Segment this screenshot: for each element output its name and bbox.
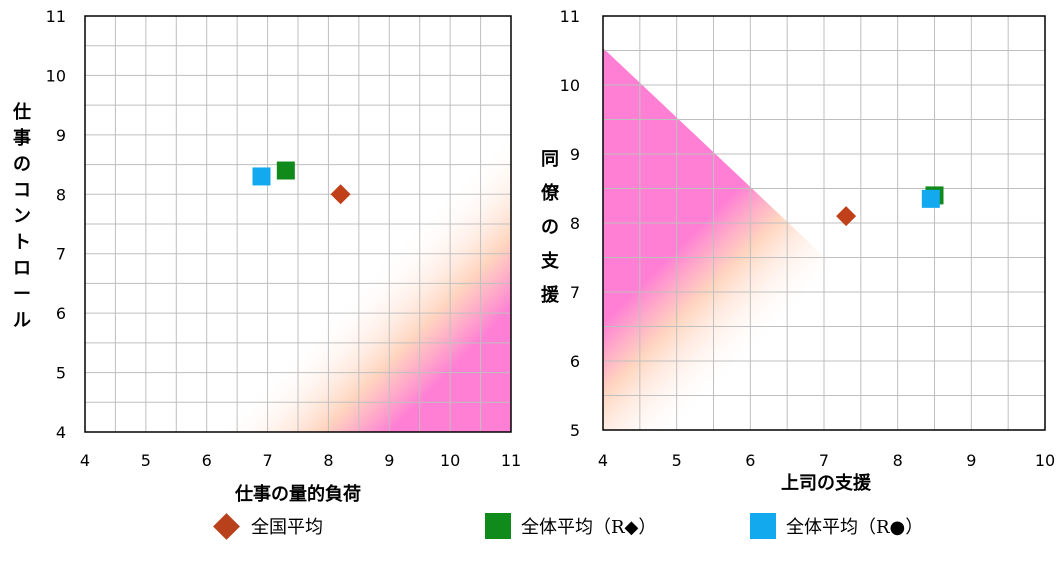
marks-left (252, 161, 351, 205)
x-tick-label: 8 (893, 451, 903, 470)
legend-label-overall-r-diamond: 全体平均（R◆） (521, 517, 657, 538)
y-tick-label: 6 (570, 352, 580, 371)
x-tick-label: 10 (440, 451, 460, 470)
y-tick-label: 7 (570, 283, 580, 302)
y-axis-title-char: 仕 (12, 101, 31, 123)
x-tick-label: 10 (1035, 451, 1055, 470)
y-tick-label: 9 (56, 126, 66, 145)
y-tick-label: 7 (56, 245, 66, 264)
legend-item-overall-r-circle: 全体平均（R●） (750, 508, 923, 544)
y-axis-title-char: の (13, 154, 31, 175)
marks-right (836, 186, 944, 227)
x-axis-title-right: 上司の支援 (781, 472, 872, 494)
diamond-icon (213, 512, 240, 540)
risk-area-right (603, 48, 1008, 430)
y-tick-label: 5 (570, 421, 580, 440)
plot-frame-left (84, 15, 512, 433)
y-axis-title-char: 支 (540, 250, 560, 272)
grid-left (84, 15, 512, 433)
y-tick-label: 4 (56, 423, 66, 442)
legend: 全国平均 全体平均（R◆） 全体平均（R●） (0, 508, 1060, 548)
legend-label-national: 全国平均 (251, 517, 323, 538)
x-tick-label: 4 (80, 451, 90, 470)
x-tick-label: 4 (598, 451, 608, 470)
x-tick-label: 6 (202, 451, 212, 470)
y-tick-label: 8 (56, 185, 66, 204)
data-point-national (330, 184, 351, 205)
x-tick-label: 11 (501, 451, 521, 470)
y-axis-title-char: ル (13, 310, 31, 331)
y-tick-label: 5 (56, 364, 66, 383)
data-point-overall-r-circle (252, 167, 271, 186)
blue-square-icon (750, 513, 776, 539)
y-axis-title-char: 援 (541, 284, 560, 306)
y-tick-label: 11 (46, 7, 66, 26)
plot-frame-right (602, 15, 1046, 431)
risk-area-left (115, 42, 511, 432)
legend-item-national: 全国平均 (212, 508, 323, 544)
x-tick-label: 7 (819, 451, 829, 470)
x-tick-label: 6 (745, 451, 755, 470)
y-tick-label: 11 (560, 7, 580, 26)
y-axis-title-char: 僚 (541, 182, 560, 204)
y-tick-label: 8 (570, 214, 580, 233)
y-tick-label: 10 (560, 76, 580, 95)
legend-item-overall-r-diamond: 全体平均（R◆） (485, 508, 656, 544)
ticks-left: 4 5 6 7 8 9 10 11 4 5 6 7 8 9 10 11 (46, 7, 522, 470)
y-tick-label: 9 (570, 145, 580, 164)
y-axis-title-char: ー (13, 284, 31, 305)
x-tick-label: 8 (323, 451, 333, 470)
x-axis-title-left: 仕事の量的負荷 (234, 483, 361, 505)
green-square-icon (485, 513, 511, 539)
y-axis-title-char: コ (13, 180, 31, 201)
data-point-overall-r-circle (921, 189, 940, 208)
data-point-national (836, 206, 857, 227)
y-axis-title-char: 事 (13, 127, 31, 149)
y-axis-title-char: ト (13, 232, 31, 253)
y-axis-title-char: 同 (541, 149, 559, 170)
data-point-overall-r-diamond (276, 161, 295, 180)
x-tick-label: 9 (384, 451, 394, 470)
y-tick-label: 10 (46, 66, 66, 85)
legend-label-overall-r-circle: 全体平均（R●） (786, 517, 924, 538)
y-axis-title-char: ロ (13, 258, 31, 279)
x-tick-label: 5 (672, 451, 682, 470)
y-tick-label: 6 (56, 304, 66, 323)
y-axis-title-char: の (541, 217, 559, 238)
y-axis-title-char: ン (13, 206, 31, 227)
x-tick-label: 9 (966, 451, 976, 470)
x-tick-label: 5 (141, 451, 151, 470)
x-tick-label: 7 (262, 451, 272, 470)
